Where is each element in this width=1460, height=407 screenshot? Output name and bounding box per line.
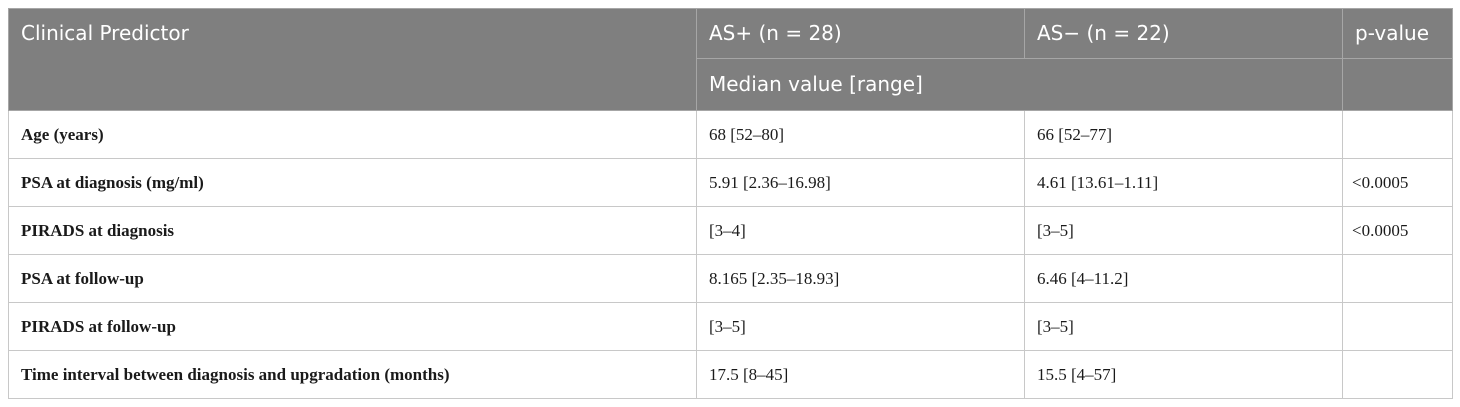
- table-row: PIRADS at diagnosis [3–4] [3–5] <0.0005: [8, 206, 1453, 255]
- cell-as-positive: [3–4]: [696, 206, 1025, 255]
- header-as-positive: AS+ (n = 28): [696, 8, 1025, 59]
- cell-as-negative: 4.61 [13.61–1.11]: [1024, 158, 1343, 207]
- cell-p-value: <0.0005: [1342, 158, 1453, 207]
- cell-as-positive: 8.165 [2.35–18.93]: [696, 254, 1025, 303]
- table-row: PIRADS at follow-up [3–5] [3–5]: [8, 302, 1453, 351]
- cell-as-negative: 66 [52–77]: [1024, 110, 1343, 159]
- cell-p-value: <0.0005: [1342, 206, 1453, 255]
- table-body: Age (years) 68 [52–80] 66 [52–77] PSA at…: [8, 110, 1453, 399]
- header-row: Clinical Predictor AS+ (n = 28) AS− (n =…: [8, 8, 1453, 111]
- cell-predictor: PSA at diagnosis (mg/ml): [8, 158, 697, 207]
- cell-as-negative: 6.46 [4–11.2]: [1024, 254, 1343, 303]
- header-empty-cell: [1342, 58, 1453, 111]
- cell-p-value: [1342, 302, 1453, 351]
- table-row: Time interval between diagnosis and upgr…: [8, 350, 1453, 399]
- header-p-value: p-value: [1342, 8, 1453, 59]
- table-row: PSA at diagnosis (mg/ml) 5.91 [2.36–16.9…: [8, 158, 1453, 207]
- cell-predictor: PIRADS at diagnosis: [8, 206, 697, 255]
- subheader-row: Median value [range]: [9, 58, 1453, 111]
- cell-as-negative: [3–5]: [1024, 206, 1343, 255]
- cell-predictor: Age (years): [8, 110, 697, 159]
- table-row: Age (years) 68 [52–80] 66 [52–77]: [8, 110, 1453, 159]
- cell-as-positive: 17.5 [8–45]: [696, 350, 1025, 399]
- cell-as-negative: [3–5]: [1024, 302, 1343, 351]
- header-as-negative: AS− (n = 22): [1024, 8, 1343, 59]
- cell-as-negative: 15.5 [4–57]: [1024, 350, 1343, 399]
- header-clinical-predictor: Clinical Predictor: [8, 8, 697, 111]
- cell-p-value: [1342, 110, 1453, 159]
- cell-as-positive: [3–5]: [696, 302, 1025, 351]
- header-median-value-range: Median value [range]: [696, 58, 1343, 111]
- cell-predictor: Time interval between diagnosis and upgr…: [8, 350, 697, 399]
- cell-p-value: [1342, 254, 1453, 303]
- cell-predictor: PSA at follow-up: [8, 254, 697, 303]
- cell-predictor: PIRADS at follow-up: [8, 302, 697, 351]
- cell-as-positive: 68 [52–80]: [696, 110, 1025, 159]
- clinical-predictors-table: Clinical Predictor AS+ (n = 28) AS− (n =…: [8, 8, 1453, 399]
- cell-as-positive: 5.91 [2.36–16.98]: [696, 158, 1025, 207]
- cell-p-value: [1342, 350, 1453, 399]
- table-header: Clinical Predictor AS+ (n = 28) AS− (n =…: [8, 8, 1453, 111]
- table-row: PSA at follow-up 8.165 [2.35–18.93] 6.46…: [8, 254, 1453, 303]
